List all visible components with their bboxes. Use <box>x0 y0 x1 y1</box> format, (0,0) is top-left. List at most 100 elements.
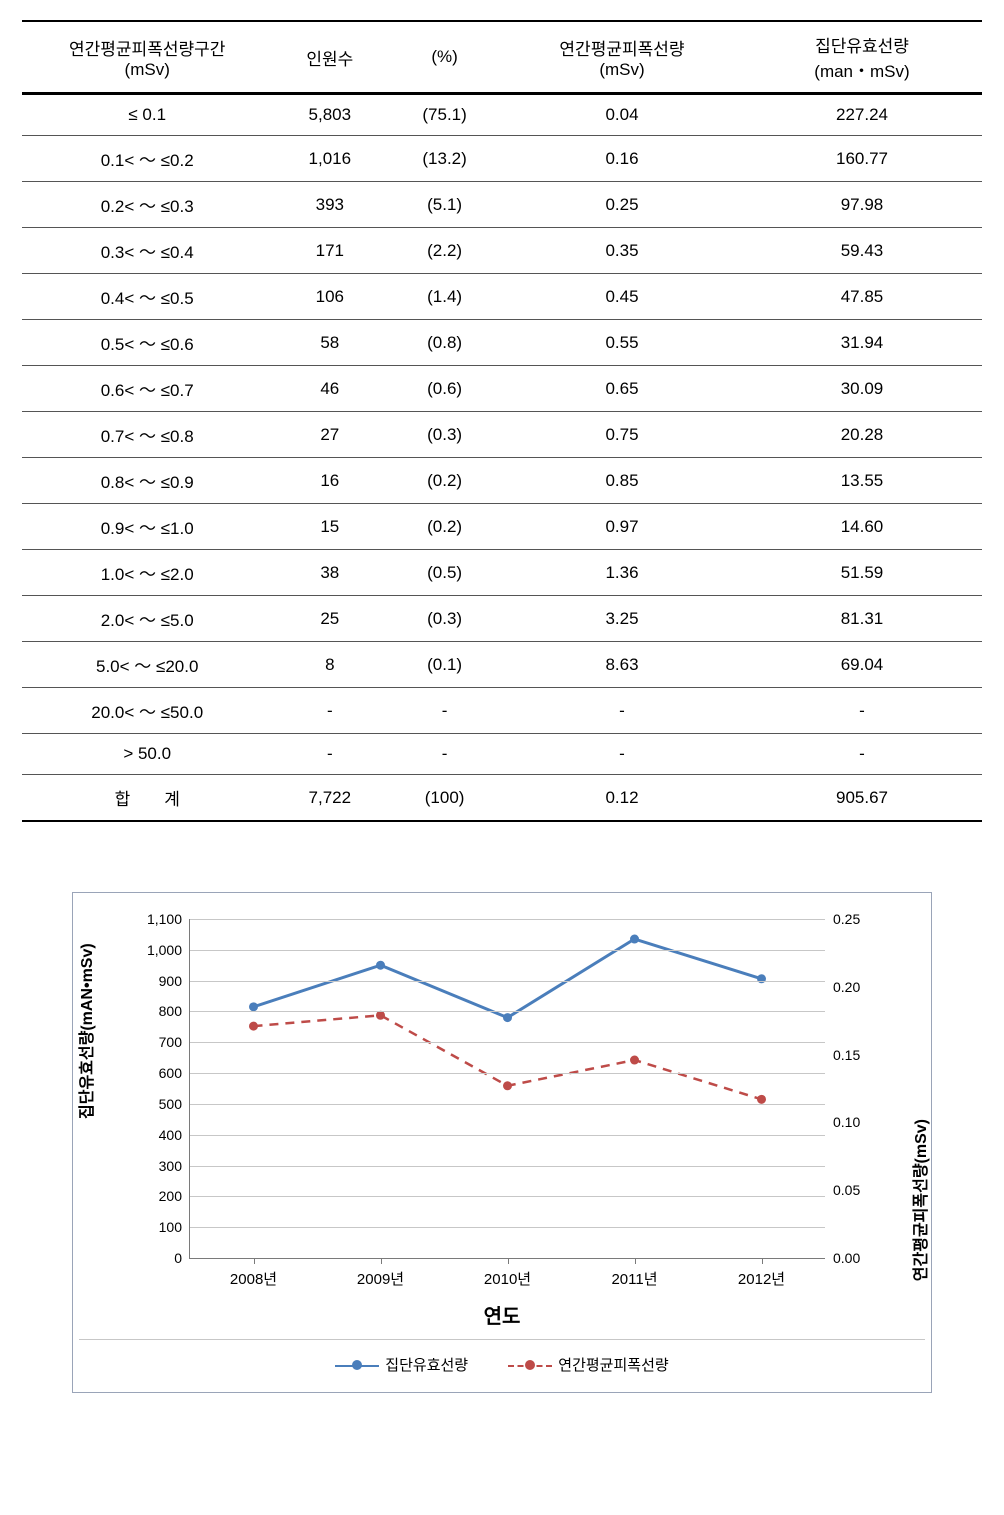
series-marker <box>757 1095 766 1104</box>
cell-avg: 0.12 <box>502 775 742 822</box>
y-right-axis-label: 연간평균피폭선량(mSv) <box>907 1119 931 1281</box>
col-collective: 집단유효선량 (man・mSv) <box>742 21 982 93</box>
col-avg-l2: (mSv) <box>510 60 734 80</box>
y-left-tick: 100 <box>159 1219 190 1235</box>
cell-count: 15 <box>272 504 387 550</box>
col-coll-l2: (man・mSv) <box>750 57 974 82</box>
col-range-l2: (mSv) <box>30 60 264 80</box>
cell-collective: 227.24 <box>742 94 982 136</box>
cell-count: 38 <box>272 550 387 596</box>
y-right-tick: 0.15 <box>825 1047 860 1063</box>
cell-pct: (0.3) <box>387 596 502 642</box>
table-row: 0.6< ～ ≤0.746(0.6)0.6530.09 <box>22 366 982 412</box>
gridline <box>190 1073 825 1074</box>
cell-avg: 1.36 <box>502 550 742 596</box>
cell-range: 1.0< ～ ≤2.0 <box>22 550 272 596</box>
trend-chart: 집단유효선량(mAN•mSv) 연간평균피폭선량(mSv) 0100200300… <box>72 892 932 1393</box>
cell-count: - <box>272 688 387 734</box>
cell-pct: (75.1) <box>387 94 502 136</box>
cell-pct: - <box>387 688 502 734</box>
y-left-tick: 400 <box>159 1127 190 1143</box>
y-left-tick: 300 <box>159 1158 190 1174</box>
y-right-tick: 0.05 <box>825 1182 860 1198</box>
cell-pct: (0.6) <box>387 366 502 412</box>
cell-avg: 0.65 <box>502 366 742 412</box>
table-row: 0.9< ～ ≤1.015(0.2)0.9714.60 <box>22 504 982 550</box>
col-pct: (%) <box>387 21 502 93</box>
y-left-tick: 1,100 <box>147 911 190 927</box>
col-range: 연간평균피폭선량구간 (mSv) <box>22 21 272 93</box>
series-marker <box>630 1056 639 1065</box>
chart-lines <box>190 919 825 1258</box>
legend-item-collective: 집단유효선량 <box>335 1354 468 1375</box>
cell-avg: 0.25 <box>502 182 742 228</box>
table-total-row: 합 계7,722(100)0.12905.67 <box>22 775 982 822</box>
series-marker <box>249 1022 258 1031</box>
cell-range: 0.9< ～ ≤1.0 <box>22 504 272 550</box>
series-marker <box>249 1002 258 1011</box>
legend-label-average: 연간평균피폭선량 <box>558 1354 668 1375</box>
series-marker <box>503 1013 512 1022</box>
cell-count: 5,803 <box>272 94 387 136</box>
plot-area: 01002003004005006007008009001,0001,1000.… <box>189 919 825 1259</box>
cell-avg: 0.16 <box>502 136 742 182</box>
table-row: > 50.0---- <box>22 734 982 775</box>
cell-avg: 0.75 <box>502 412 742 458</box>
table-row: 0.4< ～ ≤0.5106(1.4)0.4547.85 <box>22 274 982 320</box>
cell-pct: (100) <box>387 775 502 822</box>
dose-distribution-table: 연간평균피폭선량구간 (mSv) 인원수 (%) 연간평균피폭선량 (mSv) … <box>22 20 982 822</box>
cell-range: ≤ 0.1 <box>22 94 272 136</box>
table-row: 5.0< ～ ≤20.08(0.1)8.6369.04 <box>22 642 982 688</box>
cell-count: 16 <box>272 458 387 504</box>
cell-count: 1,016 <box>272 136 387 182</box>
series-marker <box>630 935 639 944</box>
chart-legend: 집단유효선량 연간평균피폭선량 <box>79 1339 925 1386</box>
table-header-row: 연간평균피폭선량구간 (mSv) 인원수 (%) 연간평균피폭선량 (mSv) … <box>22 21 982 93</box>
cell-collective: 13.55 <box>742 458 982 504</box>
y-left-tick: 1,000 <box>147 942 190 958</box>
table-row: 0.2< ～ ≤0.3393(5.1)0.2597.98 <box>22 182 982 228</box>
cell-collective: 20.28 <box>742 412 982 458</box>
y-right-tick: 0.00 <box>825 1250 860 1266</box>
series-marker <box>757 974 766 983</box>
series-marker <box>503 1081 512 1090</box>
cell-range: 5.0< ～ ≤20.0 <box>22 642 272 688</box>
cell-avg: 8.63 <box>502 642 742 688</box>
cell-collective: 30.09 <box>742 366 982 412</box>
gridline <box>190 981 825 982</box>
table-row: 0.7< ～ ≤0.827(0.3)0.7520.28 <box>22 412 982 458</box>
gridline <box>190 1166 825 1167</box>
cell-pct: (5.1) <box>387 182 502 228</box>
cell-pct: (1.4) <box>387 274 502 320</box>
cell-range: 0.2< ～ ≤0.3 <box>22 182 272 228</box>
table-row: 0.8< ～ ≤0.916(0.2)0.8513.55 <box>22 458 982 504</box>
x-axis-title: 연도 <box>484 1300 521 1329</box>
cell-count: 393 <box>272 182 387 228</box>
cell-collective: 31.94 <box>742 320 982 366</box>
cell-range: 0.4< ～ ≤0.5 <box>22 274 272 320</box>
cell-count: 7,722 <box>272 775 387 822</box>
legend-swatch-average <box>508 1358 552 1372</box>
cell-range: > 50.0 <box>22 734 272 775</box>
gridline <box>190 1104 825 1105</box>
cell-avg: - <box>502 688 742 734</box>
cell-collective: 14.60 <box>742 504 982 550</box>
cell-pct: (0.2) <box>387 458 502 504</box>
cell-collective: 160.77 <box>742 136 982 182</box>
cell-count: 58 <box>272 320 387 366</box>
cell-avg: 0.45 <box>502 274 742 320</box>
cell-collective: 47.85 <box>742 274 982 320</box>
col-coll-l1: 집단유효선량 <box>750 32 974 57</box>
cell-collective: 51.59 <box>742 550 982 596</box>
cell-count: 171 <box>272 228 387 274</box>
cell-pct: (0.5) <box>387 550 502 596</box>
cell-collective: 69.04 <box>742 642 982 688</box>
col-range-l1: 연간평균피폭선량구간 <box>30 35 264 60</box>
cell-range: 20.0< ～ ≤50.0 <box>22 688 272 734</box>
cell-count: 46 <box>272 366 387 412</box>
col-count: 인원수 <box>272 21 387 93</box>
cell-pct: (0.2) <box>387 504 502 550</box>
cell-collective: 905.67 <box>742 775 982 822</box>
cell-range: 0.5< ～ ≤0.6 <box>22 320 272 366</box>
gridline <box>190 919 825 920</box>
